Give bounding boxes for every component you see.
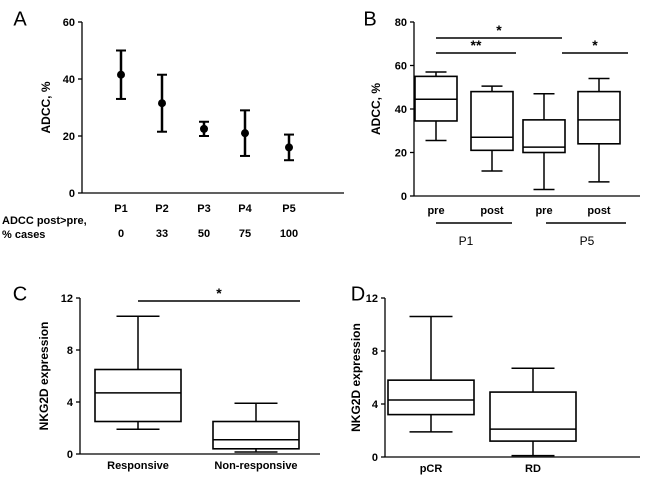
significance-label: * [216,285,222,301]
box-1 [212,402,300,453]
y-tick-label: 60 [395,61,407,73]
table-label-line1: ADCC post>pre, [2,215,87,227]
y-tick-label: 0 [69,188,75,200]
y-axis-label: NKG2D expression [349,323,363,432]
x-tick-label: pCR [420,463,443,475]
table-label-line2: % cases [2,229,45,241]
errorbar-P3 [199,120,209,137]
x-tick-label: post [480,205,504,217]
panel-label: B [363,8,376,30]
y-tick-label: 4 [372,399,379,411]
box-0 [94,315,182,431]
y-tick-label: 80 [395,17,407,29]
errorbar-P1 [116,49,126,100]
box-iqr [489,391,577,442]
errorbar-P4 [240,109,250,157]
box-0 [387,315,475,433]
y-tick-label: 20 [395,148,407,160]
x-tick-label: P5 [282,203,295,215]
significance-label: * [496,22,502,38]
box-1 [470,85,514,172]
y-tick-label: 4 [67,397,74,409]
y-axis-label: ADCC, % [39,81,53,133]
table-value: 100 [280,228,298,240]
errorbar-P5 [284,133,294,162]
mean-point [241,129,249,138]
group-label: P1 [459,234,474,248]
box-1 [489,367,577,457]
table-value: 50 [198,228,210,240]
table-value: 33 [156,228,168,240]
mean-point [158,99,166,108]
box-2 [522,93,566,191]
panel-label: D [351,283,365,305]
y-tick-label: 8 [372,346,378,358]
panel-label: A [13,8,27,30]
y-tick-label: 60 [63,17,75,29]
x-tick-label: P3 [197,203,210,215]
box-iqr [387,379,475,416]
y-tick-label: 12 [366,293,378,305]
errorbar-P2 [157,73,167,133]
box-iqr [577,90,621,145]
x-tick-label: post [587,205,611,217]
significance-label: * [592,37,598,53]
x-tick-label: pre [535,205,552,217]
mean-point [200,124,208,133]
x-tick-label: RD [525,463,541,475]
y-axis-label: NKG2D expression [37,322,51,431]
y-tick-label: 20 [63,131,75,143]
box-iqr [94,368,182,423]
panel-c: 0 4 8 12 NKG2D expression C Responsive Non-resp… [13,283,320,472]
table-value: 75 [239,228,251,240]
x-tick-label: P2 [155,203,168,215]
x-tick-label: Responsive [107,460,169,472]
mean-point [117,70,125,79]
mean-point [285,143,293,152]
y-tick-label: 0 [401,191,407,203]
x-tick-label: pre [427,205,444,217]
x-tick-label: Non-responsive [214,460,297,472]
box-iqr [470,90,514,152]
panel-a: 0 20 40 60 ADCC, % A P1 0 P2 33 P3 50 P4 75 P5 100 ADCC … [2,8,344,241]
table-value: 0 [118,228,124,240]
x-tick-label: P4 [238,203,252,215]
y-tick-label: 0 [67,449,73,461]
group-label: P5 [580,234,595,248]
x-tick-label: P1 [114,203,127,215]
box-3 [577,77,621,183]
panel-label: C [13,283,27,305]
y-tick-label: 0 [372,452,378,464]
y-tick-label: 40 [395,104,407,116]
box-iqr [212,420,300,450]
y-axis-label: ADCC, % [369,83,383,135]
significance-label: ** [471,37,482,53]
box-0 [414,71,458,142]
y-tick-label: 12 [61,293,73,305]
y-tick-label: 40 [63,74,75,86]
y-tick-label: 8 [67,345,73,357]
